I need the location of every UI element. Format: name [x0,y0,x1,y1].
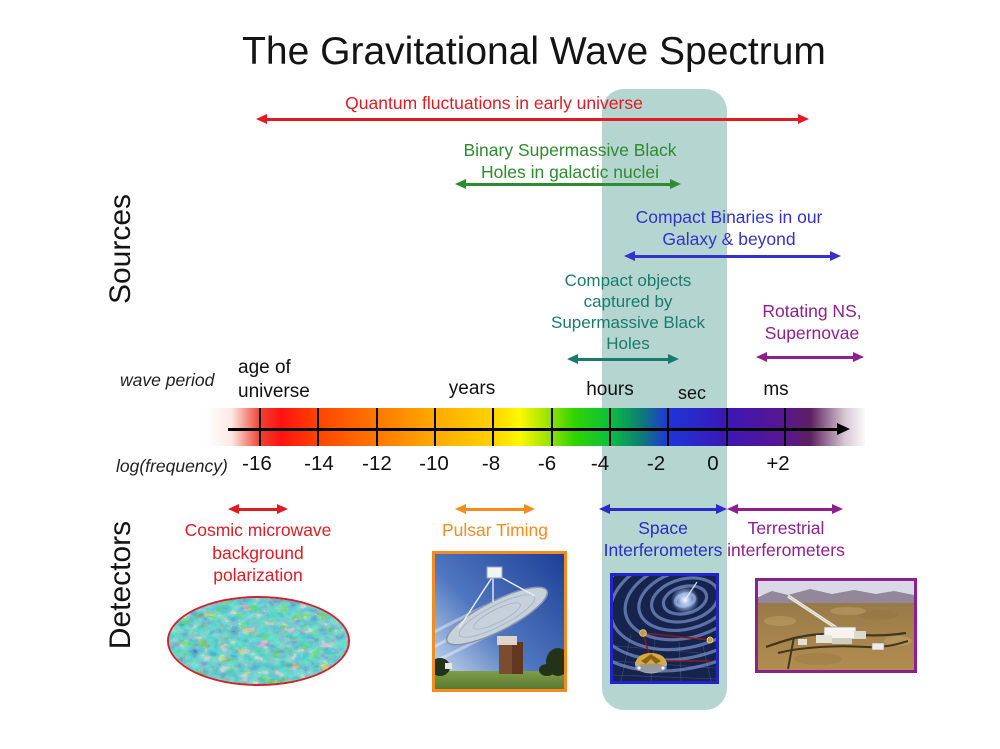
freq-tick-0: 0 [707,452,719,475]
spectrum-bar [205,408,865,446]
period-tick-years: years [448,378,496,399]
range-arrow-rotating-ns-icon [756,352,864,363]
detectors-section-label: Detectors [104,520,137,650]
bar-tick [434,408,436,446]
period-tick-hours: hours [586,379,634,400]
period-tick-age-of-universe: age of universe [238,357,310,402]
cmb-sky-map-image [167,596,350,686]
freq-tick--16: -16 [242,452,272,475]
frequency-axis-arrow-icon [228,423,850,436]
bar-tick [784,408,786,446]
range-arrow-compact-objects-icon [567,354,679,365]
range-arrow-pulsar-timing-icon [455,504,535,515]
range-arrow-binary-smbh-icon [455,179,681,190]
source-label-rotating-ns: Rotating NS, Supernovae [762,301,862,343]
sources-section-label: Sources [104,193,137,305]
freq-tick--6: -6 [537,452,557,475]
bar-tick [551,408,553,446]
freq-tick--12: -12 [362,452,392,475]
freq-tick--14: -14 [304,452,334,475]
source-label-binary-smbh: Binary Supermassive Black Holes in galac… [463,140,677,182]
ligo-aerial-icon [758,581,914,670]
range-arrow-space-interferometers-icon [599,504,727,515]
detector-label-pulsar-timing: Pulsar Timing [441,520,549,540]
period-tick-sec: sec [677,383,707,403]
lisa-icon [613,576,716,681]
period-tick-ms: ms [763,379,789,400]
bar-tick [492,408,494,446]
freq-tick--8: -8 [481,452,501,475]
wave-period-caption: wave period [120,370,215,390]
source-label-compact-binaries: Compact Binaries in our Galaxy & beyond [635,207,823,249]
bar-tick [376,408,378,446]
range-arrow-compact-binaries-icon [624,251,841,262]
cmb-noise-icon [169,598,348,684]
range-arrow-cmb-icon [228,504,288,515]
range-arrow-quantum-icon [256,114,809,125]
freq-tick-p2: +2 [766,452,790,475]
detector-label-cmb-polarization: Cosmic microwave background polarization [184,520,332,585]
detector-label-terrestrial-interferometers: Terrestrial interferometers [727,518,845,560]
radio-telescope-icon [435,554,564,689]
bar-tick [726,408,728,446]
freq-tick--10: -10 [419,452,449,475]
terrestrial-interferometer-image [755,578,917,673]
source-label-compact-objects: Compact objects captured by Supermassive… [550,271,706,353]
bar-tick [259,408,261,446]
page-title: The Gravitational Wave Spectrum [242,30,826,73]
range-arrow-terrestrial-interferometers-icon [727,504,843,515]
radio-telescope-image [432,551,567,692]
freq-tick--4: -4 [590,452,610,475]
log-frequency-caption: log(frequency) [116,456,228,476]
freq-tick--2: -2 [646,452,666,475]
bar-tick [609,408,611,446]
bar-tick [317,408,319,446]
source-label-quantum-fluctuations: Quantum fluctuations in early universe [345,93,643,113]
detector-label-space-interferometers: Space Interferometers [603,518,723,560]
space-interferometer-image [610,573,719,684]
bar-tick [667,408,669,446]
